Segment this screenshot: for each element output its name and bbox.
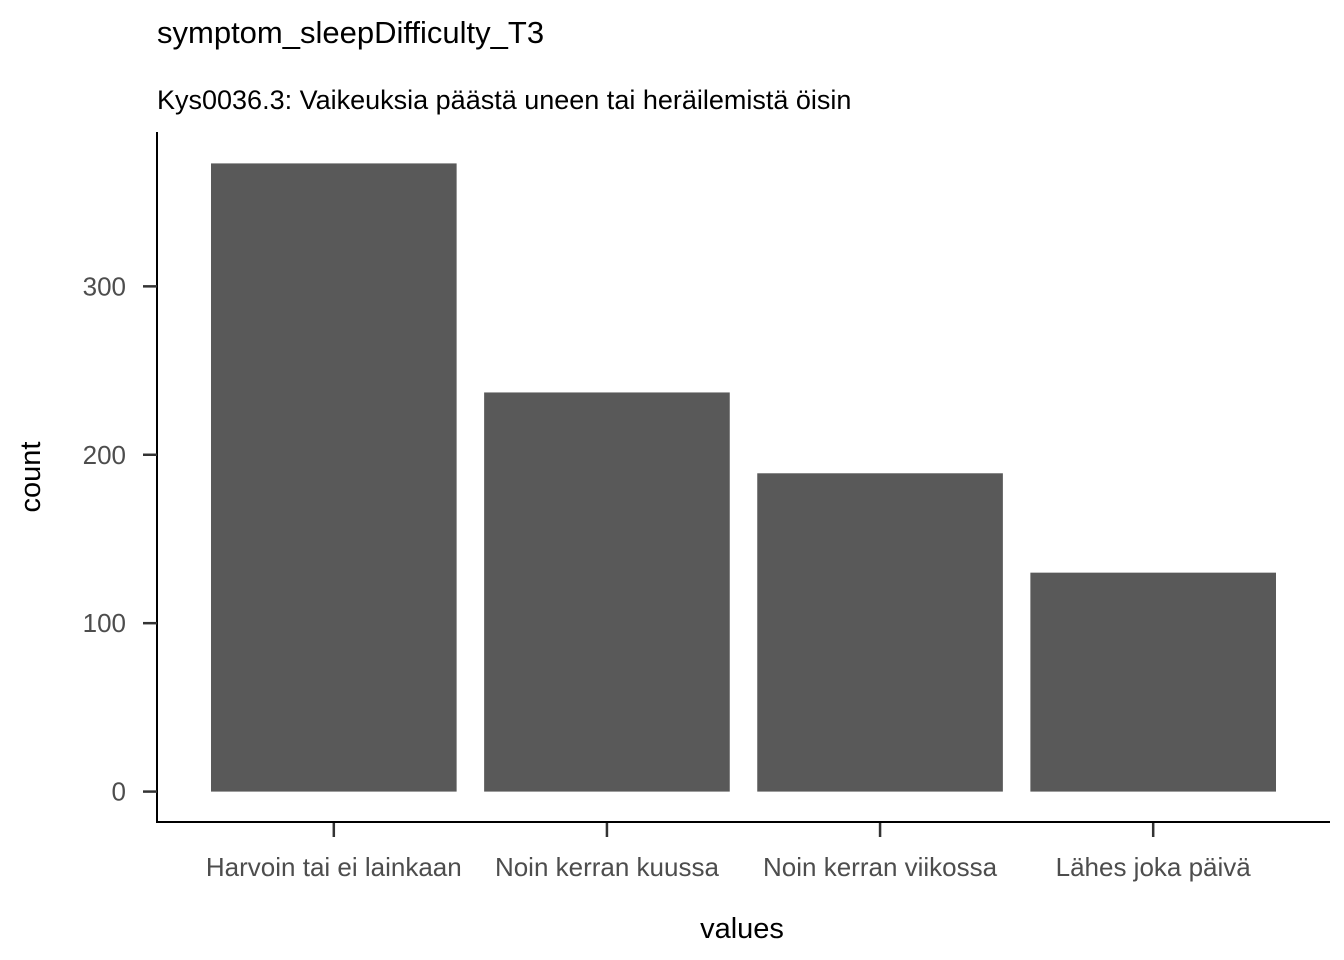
x-axis-title: values <box>700 913 784 945</box>
chart-subtitle: Kys0036.3: Vaikeuksia päästä uneen tai h… <box>157 85 851 115</box>
y-axis-ticks: 0 100 200 300 <box>83 271 157 807</box>
x-tick-label: Harvoin tai ei lainkaan <box>206 852 462 882</box>
y-tick-label: 100 <box>83 608 126 638</box>
chart-title: symptom_sleepDifficulty_T3 <box>157 15 544 50</box>
bars-group <box>211 163 1276 792</box>
x-axis-ticks: Harvoin tai ei lainkaan Noin kerran kuuss… <box>206 823 1251 882</box>
y-axis-title: count <box>15 442 47 513</box>
bar <box>484 392 730 792</box>
bar <box>211 163 457 792</box>
y-tick-label: 0 <box>112 777 126 807</box>
x-tick-label: Lähes joka päivä <box>1056 852 1252 882</box>
y-tick-label: 200 <box>83 440 126 470</box>
x-tick-label: Noin kerran viikossa <box>763 852 998 882</box>
bar <box>1030 572 1276 792</box>
x-tick-label: Noin kerran kuussa <box>495 852 720 882</box>
bar <box>757 473 1003 792</box>
y-tick-label: 300 <box>83 271 126 301</box>
